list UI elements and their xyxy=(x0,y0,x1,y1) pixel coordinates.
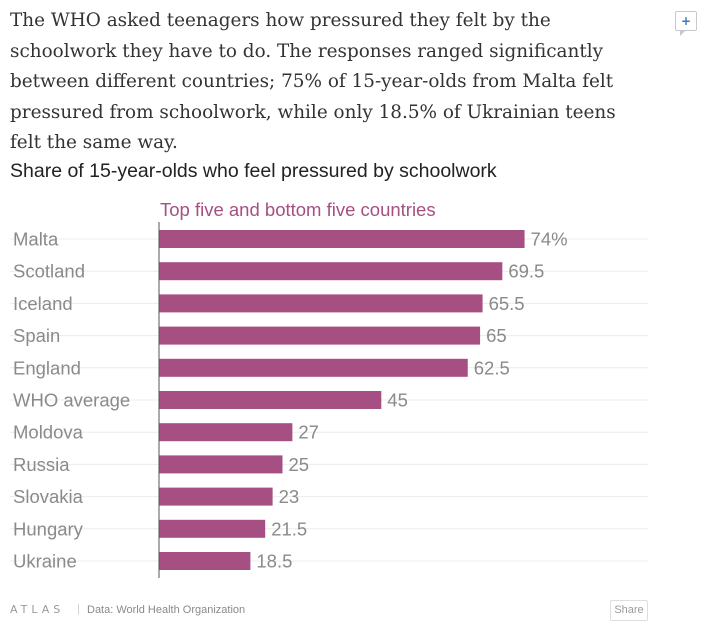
value-label: 45 xyxy=(387,390,408,411)
value-label: 27 xyxy=(298,422,319,443)
chart-subtitle: Top five and bottom five countries xyxy=(160,199,436,220)
category-label: Malta xyxy=(13,229,59,250)
footer-separator: | xyxy=(77,603,80,615)
category-label: Russia xyxy=(13,454,70,475)
atlas-logo: ATLAS xyxy=(10,603,65,616)
bar xyxy=(159,358,468,377)
category-label: Iceland xyxy=(13,293,73,314)
value-label: 21.5 xyxy=(271,518,307,539)
bar xyxy=(159,262,503,281)
bar xyxy=(159,552,251,570)
bar xyxy=(159,487,273,506)
value-label: 18.5 xyxy=(256,551,292,572)
bar xyxy=(159,294,483,313)
intro-paragraph: The WHO asked teenagers how pressured th… xyxy=(10,10,616,153)
value-label: 25 xyxy=(289,454,310,475)
value-label: 74% xyxy=(531,229,568,250)
add-annotation-button[interactable]: + xyxy=(675,11,697,36)
bar xyxy=(159,455,283,474)
category-label: Scotland xyxy=(13,261,85,282)
bar xyxy=(159,519,266,538)
chart-title: Share of 15-year-olds who feel pressured… xyxy=(10,160,497,182)
data-source: Data: World Health Organization xyxy=(87,604,246,616)
value-label: 65 xyxy=(486,325,507,346)
bar xyxy=(159,423,293,442)
category-label: England xyxy=(13,357,81,378)
bar xyxy=(159,230,525,248)
category-label: Ukraine xyxy=(13,551,77,572)
category-label: Spain xyxy=(13,325,60,346)
bar-chart: Malta 74% Scotland 69.5 Iceland 65.5 Spain 65 En… xyxy=(10,222,648,578)
category-label: WHO average xyxy=(13,390,130,411)
category-label: Slovakia xyxy=(13,486,84,507)
category-label: Hungary xyxy=(13,518,84,539)
bar xyxy=(159,391,382,409)
category-label: Moldova xyxy=(13,422,84,443)
value-label: 69.5 xyxy=(508,261,544,282)
value-label: 62.5 xyxy=(474,357,510,378)
value-label: 65.5 xyxy=(489,293,525,314)
share-button[interactable]: Share xyxy=(610,600,648,621)
value-label: 23 xyxy=(279,486,300,507)
bar xyxy=(159,326,481,345)
